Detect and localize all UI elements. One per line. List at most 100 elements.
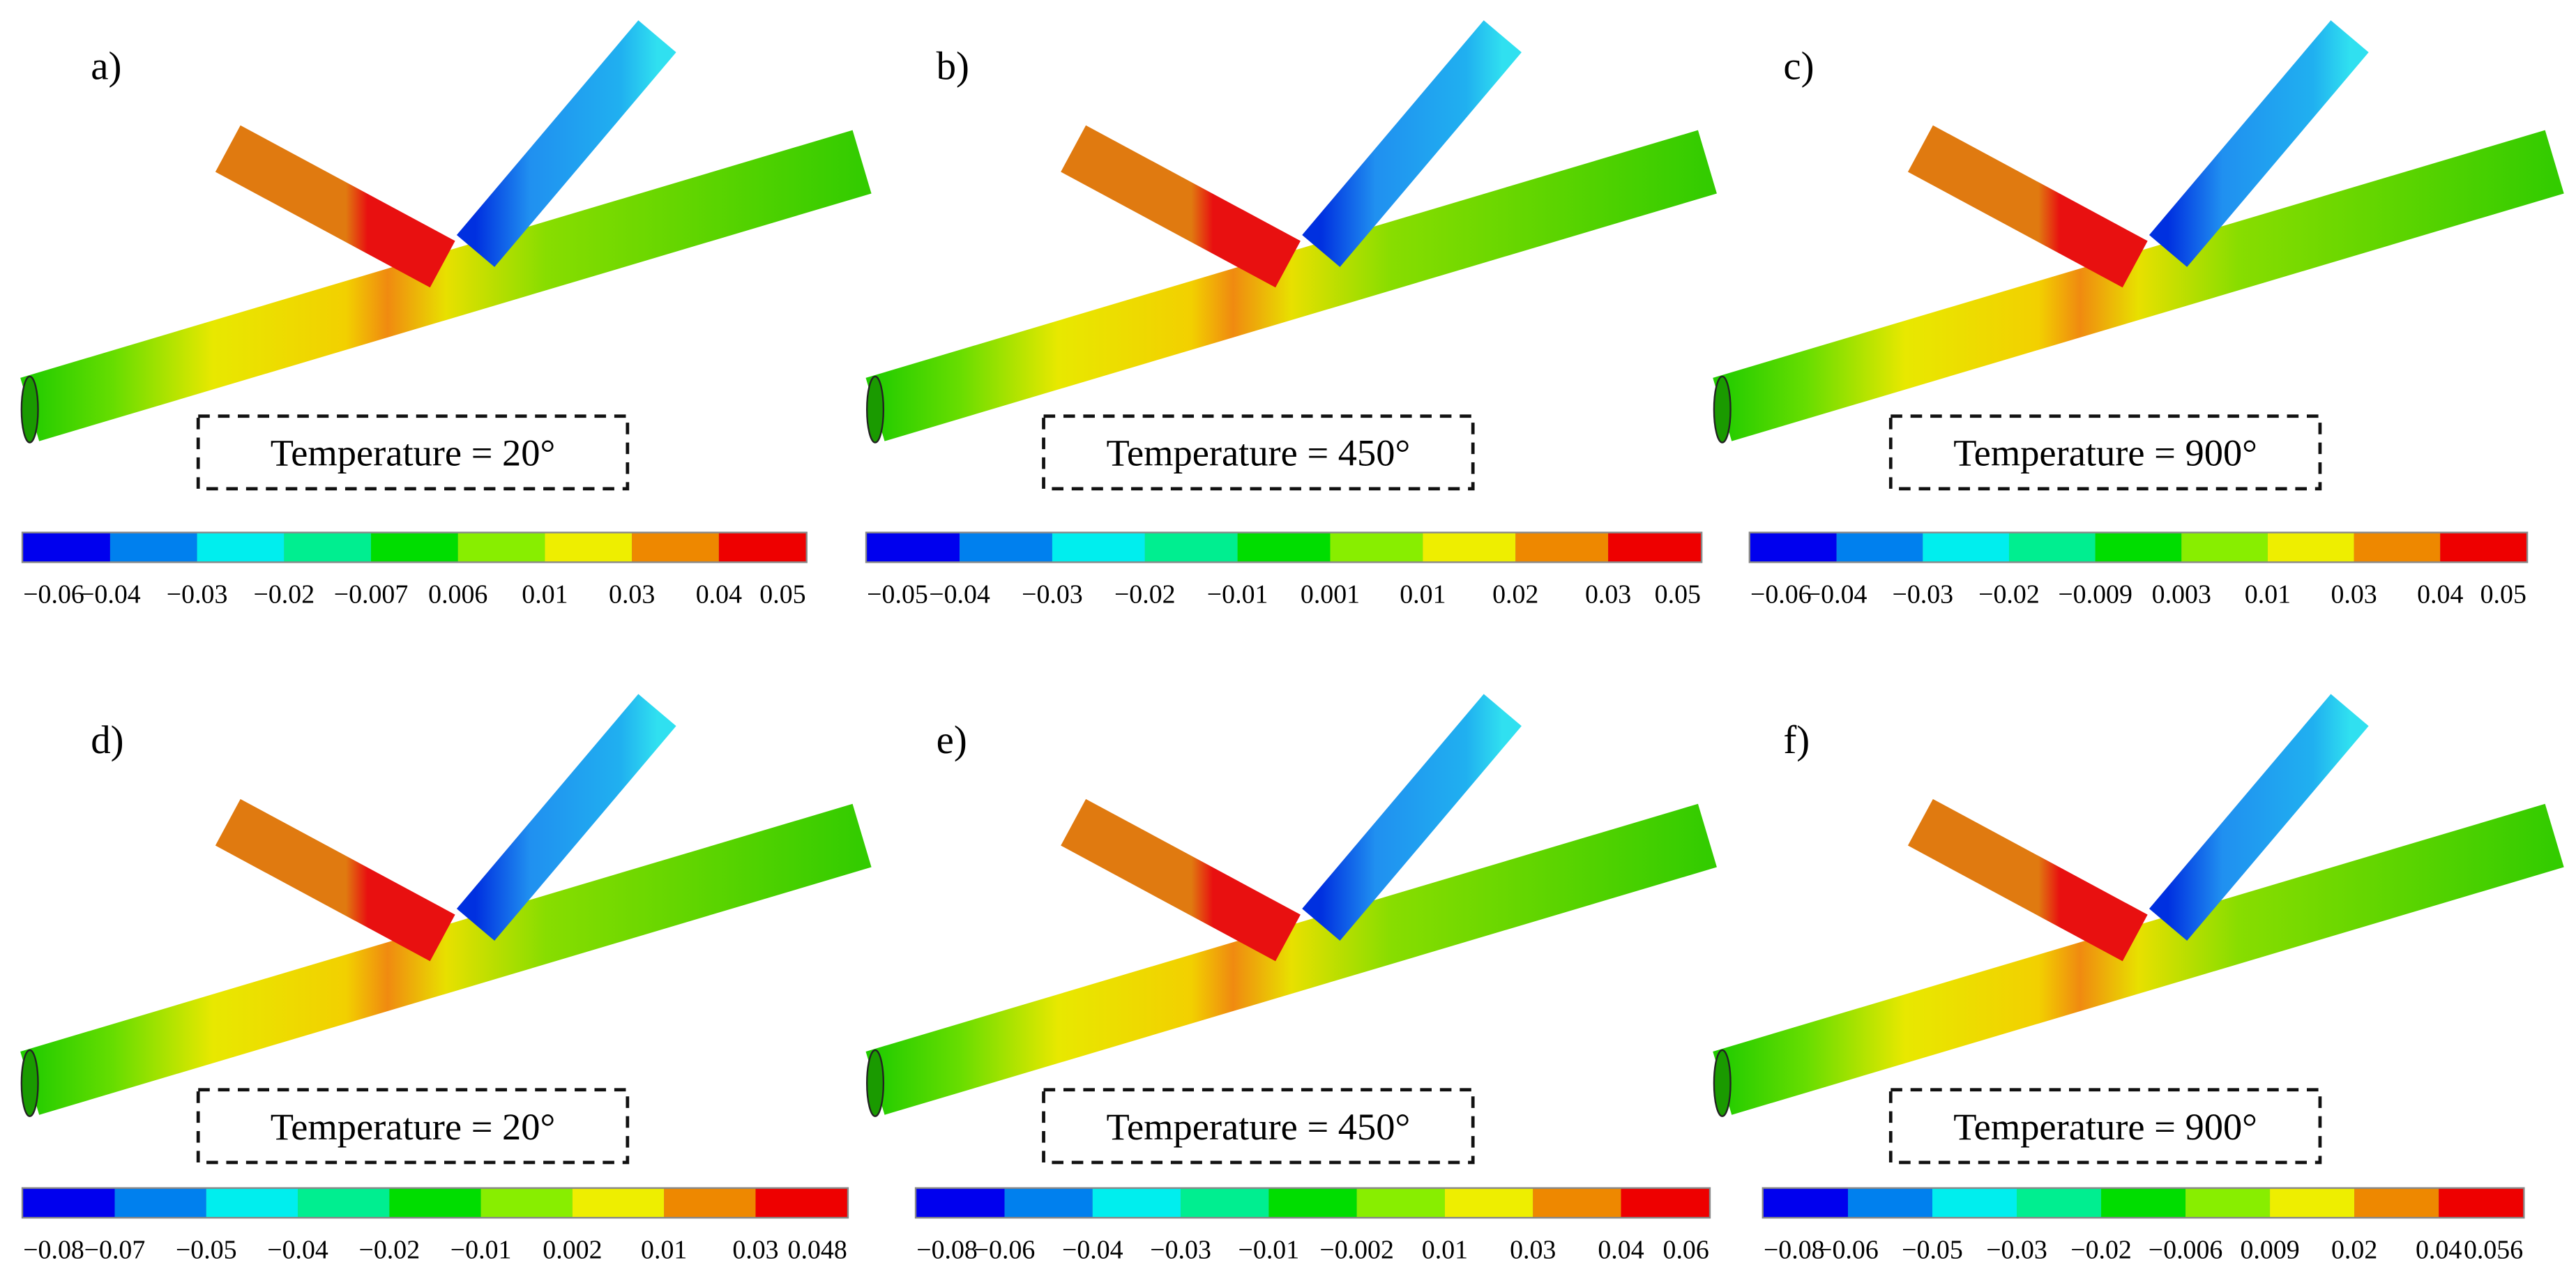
- colorbar-segment: [2101, 1188, 2186, 1218]
- colorbar-segment: [960, 533, 1052, 562]
- colorbar-tick-label: −0.03: [1892, 579, 1953, 609]
- colorbar-tick-label: −0.006: [2149, 1235, 2223, 1264]
- colorbar-segment: [480, 1188, 573, 1218]
- colorbar-segment: [1052, 533, 1145, 562]
- colorbar-tick-label: −0.01: [1207, 579, 1268, 609]
- panel: c) Temperature = 900°: [1714, 36, 2554, 491]
- colorbar-tick-label: −0.01: [450, 1235, 512, 1264]
- colorbar-tick-label: 0.03: [2331, 579, 2377, 609]
- caption-box: [196, 414, 630, 491]
- colorbar-tick-label: −0.02: [1114, 579, 1176, 609]
- colorbar-segment: [1356, 1188, 1445, 1218]
- colorbar-tick-label: −0.06: [23, 579, 84, 609]
- colorbar-segment: [1750, 533, 1837, 562]
- colorbar-segment: [1330, 533, 1423, 562]
- colorbar-segment: [664, 1188, 756, 1218]
- colorbar-segment: [1932, 1188, 2017, 1218]
- colorbar-tick-label: −0.04: [929, 579, 990, 609]
- panel: f) Temperature = 900°: [1714, 710, 2554, 1165]
- colorbar-segment: [867, 533, 960, 562]
- colorbar-segment: [1621, 1188, 1709, 1218]
- colorbar-tick-label: 0.01: [641, 1235, 687, 1264]
- colorbar-tick-label: −0.04: [1806, 579, 1867, 609]
- panel: a) Temperature = 20°: [22, 36, 862, 491]
- colorbar-segment: [545, 533, 632, 562]
- colorbar-segment: [23, 533, 110, 562]
- colorbar-segment: [1515, 533, 1609, 562]
- colorbar-segment: [2181, 533, 2268, 562]
- model-render: [1714, 710, 2554, 1116]
- colorbar-tick-label: 0.02: [2331, 1235, 2377, 1264]
- colorbar-tick-label: 0.03: [1510, 1235, 1556, 1264]
- colorbar-tick-label: −0.08: [23, 1235, 84, 1264]
- colorbar-segment: [1763, 1188, 1848, 1218]
- colorbar-tick-label: −0.08: [1764, 1235, 1825, 1264]
- colorbar-segment: [2440, 533, 2526, 562]
- colorbar-tick-label: −0.03: [1022, 579, 1083, 609]
- colorbar-segment: [109, 533, 197, 562]
- colorbar-tick-label: 0.04: [2416, 1235, 2462, 1264]
- caption-box: [196, 1088, 630, 1165]
- panel-label: c): [1783, 45, 1814, 89]
- colorbar-segment: [1923, 533, 2009, 562]
- colorbar-tick-label: −0.04: [1062, 1235, 1123, 1264]
- colorbar-segment: [1847, 1188, 1932, 1218]
- colorbar-segment: [284, 533, 372, 562]
- caption: Temperature = 900°: [1953, 1105, 2257, 1148]
- colorbar-segment: [1237, 533, 1331, 562]
- colorbar-tick-label: −0.007: [334, 579, 409, 609]
- colorbar-tick-label: 0.04: [696, 579, 742, 609]
- colorbar-segment: [2185, 1188, 2271, 1218]
- colorbar-tick-label: 0.03: [732, 1235, 778, 1264]
- colorbar-tick-label: −0.02: [359, 1235, 421, 1264]
- caption-box: [1042, 1088, 1475, 1165]
- colorbar-segment: [1533, 1188, 1621, 1218]
- caption: Temperature = 20°: [271, 1105, 556, 1148]
- colorbar-tick-label: 0.02: [1492, 579, 1538, 609]
- colorbar-tick-label: −0.07: [84, 1235, 146, 1264]
- colorbar-tick-label: −0.002: [1319, 1235, 1394, 1264]
- caption-box: [1042, 414, 1475, 491]
- colorbar-tick-label: −0.05: [867, 579, 928, 609]
- colorbar-tick-label: 0.05: [759, 579, 805, 609]
- colorbar-tick-label: 0.003: [2152, 579, 2211, 609]
- colorbar-segment: [2270, 1188, 2355, 1218]
- colorbar-tick-label: 0.001: [1301, 579, 1360, 609]
- colorbar-tick-label: −0.05: [1902, 1235, 1963, 1264]
- colorbar-segment: [457, 533, 545, 562]
- colorbar-segment: [197, 533, 285, 562]
- colorbar-tick-label: −0.01: [1238, 1235, 1300, 1264]
- caption-box: [1888, 1088, 2322, 1165]
- colorbar-segment: [718, 533, 806, 562]
- colorbar-segment: [298, 1188, 390, 1218]
- colorbar-segment: [2008, 533, 2096, 562]
- colorbar-segment: [1608, 533, 1701, 562]
- model-render: [22, 36, 862, 442]
- colorbar-tick-label: −0.02: [254, 579, 315, 609]
- colorbar-segment: [1444, 1188, 1533, 1218]
- colorbar-tick-label: −0.08: [916, 1235, 978, 1264]
- colorbar-segment: [2354, 533, 2441, 562]
- colorbar-tick-label: −0.03: [167, 579, 228, 609]
- colorbar-segment: [572, 1188, 665, 1218]
- caption: Temperature = 20°: [271, 432, 556, 474]
- panel-label: a): [91, 45, 121, 89]
- colorbar-tick-label: 0.01: [1400, 579, 1446, 609]
- colorbar-tick-label: 0.009: [2240, 1235, 2299, 1264]
- colorbar-tick-label: −0.03: [1986, 1235, 2047, 1264]
- colorbar-tick-label: 0.006: [428, 579, 487, 609]
- caption: Temperature = 900°: [1953, 432, 2257, 474]
- colorbar-tick-label: 0.05: [1655, 579, 1701, 609]
- colorbar-segment: [2354, 1188, 2439, 1218]
- model-render: [867, 710, 1707, 1116]
- colorbar-segment: [1836, 533, 1923, 562]
- colorbar-tick-label: −0.02: [1978, 579, 2040, 609]
- colorbar-tick-label: −0.06: [1817, 1235, 1879, 1264]
- caption-box: [1888, 414, 2322, 491]
- colorbar-tick-label: −0.009: [2058, 579, 2132, 609]
- colorbar-tick-label: −0.06: [1750, 579, 1812, 609]
- colorbar-tick-label: 0.048: [788, 1235, 847, 1264]
- colorbar-segment: [1423, 533, 1516, 562]
